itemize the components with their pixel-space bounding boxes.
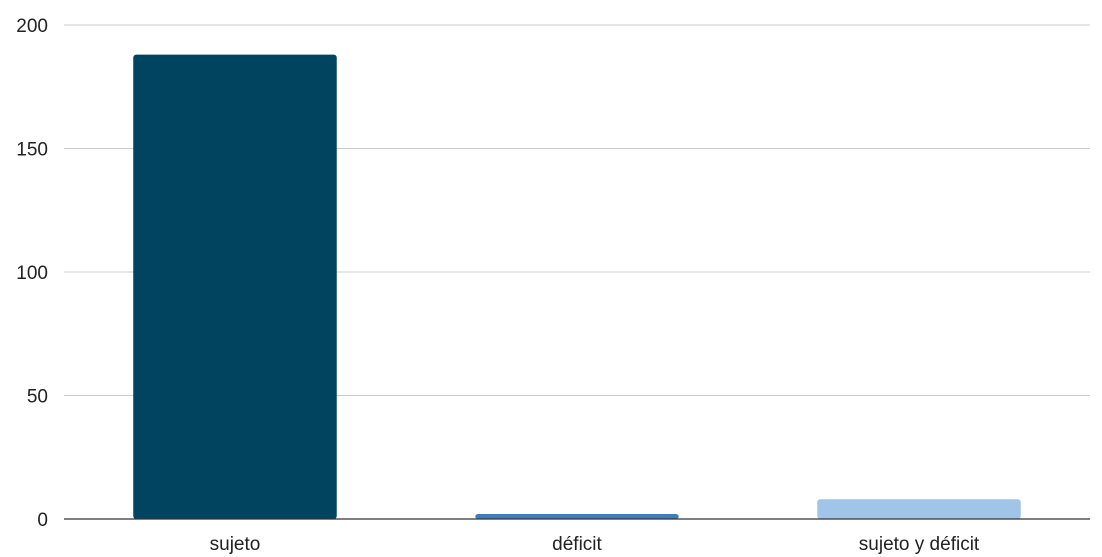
y-tick-label-50: 50 [27,387,48,408]
y-tick-label-0: 0 [37,510,48,531]
x-tick-label-déficit: déficit [552,534,602,555]
y-tick-label-100: 100 [16,263,48,284]
x-tick-label-sujeto-y-déficit: sujeto y déficit [859,534,980,555]
y-axis-ticks: 0 50 100 150 200 [16,16,48,531]
x-axis-labels: sujeto déficit sujeto y déficit [210,534,980,555]
bar-déficit [475,514,679,519]
x-tick-label-sujeto: sujeto [210,534,261,555]
bar-sujeto [133,54,337,519]
bars [133,54,1021,519]
y-tick-label-200: 200 [16,16,48,37]
y-tick-label-150: 150 [16,140,48,161]
bar-sujeto-y-déficit [817,499,1021,519]
